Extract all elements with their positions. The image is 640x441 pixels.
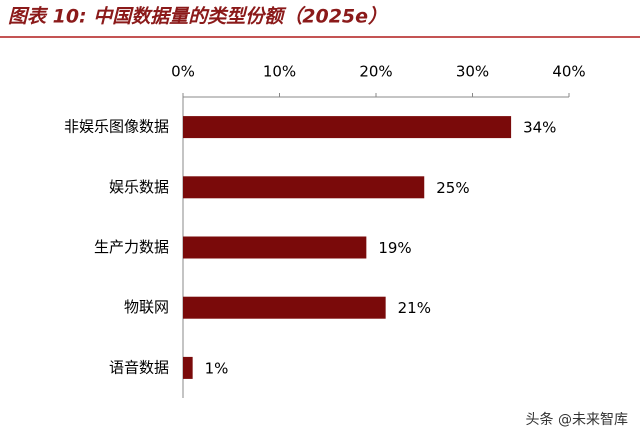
x-tick-label: 40%	[552, 63, 585, 81]
value-label: 1%	[205, 359, 229, 377]
x-tick-label: 10%	[263, 63, 296, 81]
y-tick-label: 语音数据	[109, 358, 169, 376]
chart-title: 图表 10: 中国数据量的类型份额（2025e）	[8, 6, 387, 28]
bar	[183, 116, 512, 139]
bar	[183, 296, 386, 319]
bar	[183, 236, 367, 259]
y-tick-label: 物联网	[124, 298, 169, 316]
x-tick-label: 0%	[171, 63, 195, 81]
bar	[183, 176, 425, 199]
x-tick-label: 20%	[359, 63, 392, 81]
y-tick-label: 娱乐数据	[109, 178, 169, 196]
value-label: 34%	[523, 119, 556, 137]
value-label: 21%	[398, 299, 431, 317]
value-label: 25%	[436, 179, 469, 197]
value-label: 19%	[378, 239, 411, 257]
y-tick-label: 非娱乐图像数据	[64, 118, 169, 136]
bar	[183, 356, 193, 379]
watermark: 头条 @未来智库	[526, 411, 628, 428]
x-tick-label: 30%	[456, 63, 489, 81]
y-tick-label: 生产力数据	[94, 238, 169, 256]
